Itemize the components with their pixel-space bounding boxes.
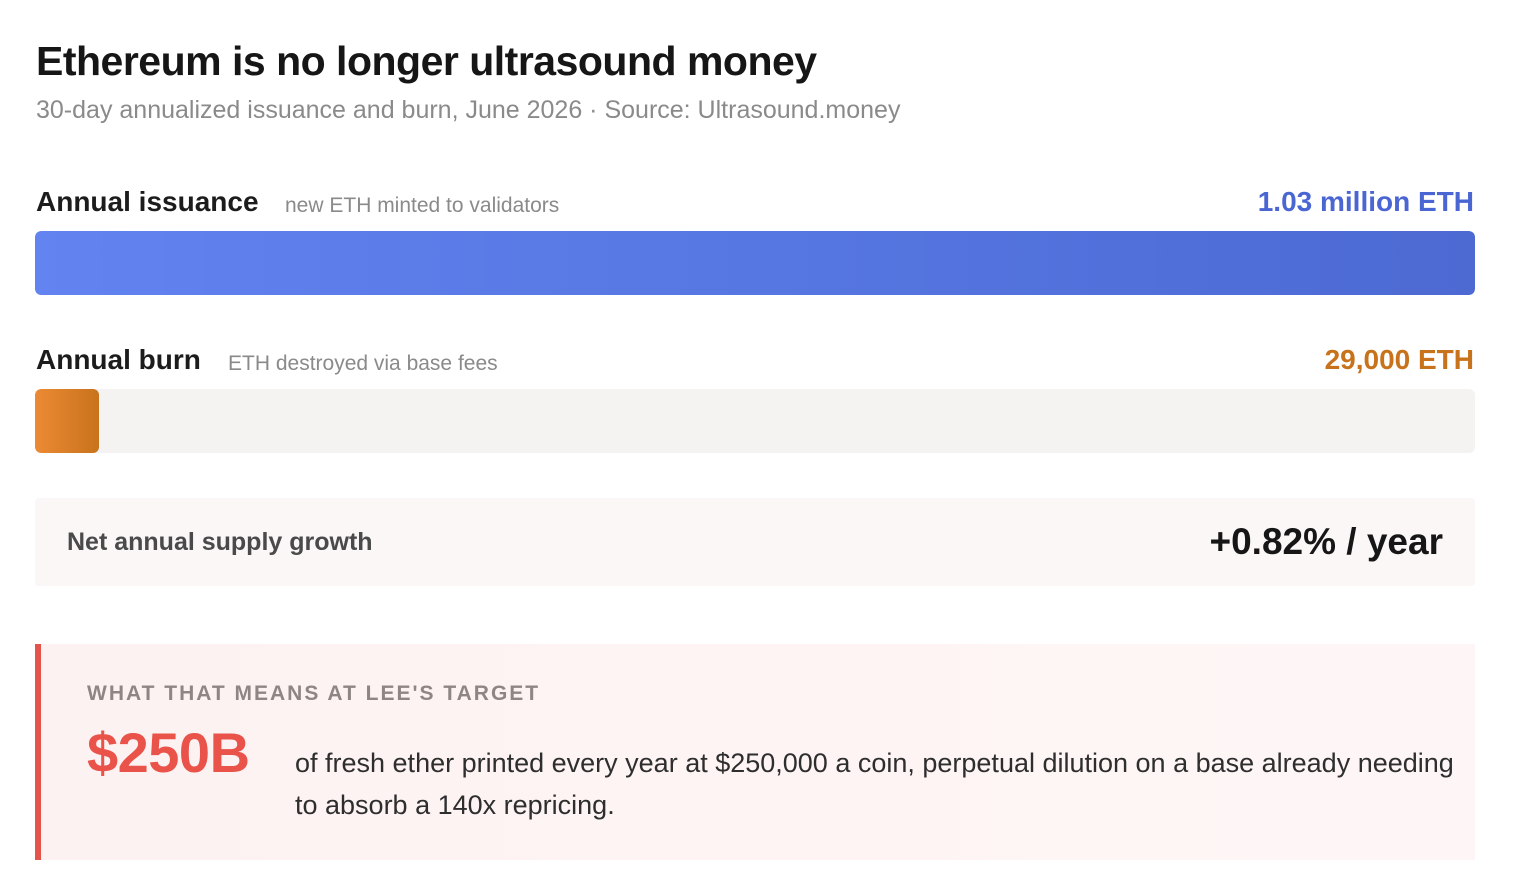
callout-kicker: WHAT THAT MEANS AT LEE'S TARGET — [87, 682, 541, 705]
chart-subtitle: 30-day annualized issuance and burn, Jun… — [36, 96, 901, 124]
callout-big-number: $250B — [87, 721, 250, 784]
burn-bar-track — [35, 389, 1475, 453]
net-supply-panel: Net annual supply growth +0.82% / year — [35, 498, 1475, 586]
burn-value-label: 29,000 ETH — [1324, 344, 1474, 375]
issuance-label: Annual issuance — [36, 186, 259, 217]
burn-note: ETH destroyed via base fees — [228, 352, 498, 375]
issuance-bar-track — [35, 231, 1475, 295]
issuance-value-label: 1.03 million ETH — [1257, 186, 1474, 217]
net-supply-label: Net annual supply growth — [67, 528, 373, 556]
chart-title: Ethereum is no longer ultrasound money — [36, 38, 817, 84]
burn-bar — [35, 389, 99, 453]
callout-text: of fresh ether printed every year at $25… — [295, 748, 1454, 820]
target-callout: WHAT THAT MEANS AT LEE'S TARGET $250B of… — [35, 644, 1475, 860]
burn-row-header: Annual burn ETH destroyed via base fees … — [36, 344, 1474, 380]
issuance-bar — [35, 231, 1475, 295]
issuance-row-header: Annual issuance new ETH minted to valida… — [36, 186, 1474, 222]
net-supply-value: +0.82% / year — [1209, 521, 1444, 562]
issuance-note: new ETH minted to validators — [285, 194, 560, 217]
burn-label: Annual burn — [36, 344, 201, 375]
